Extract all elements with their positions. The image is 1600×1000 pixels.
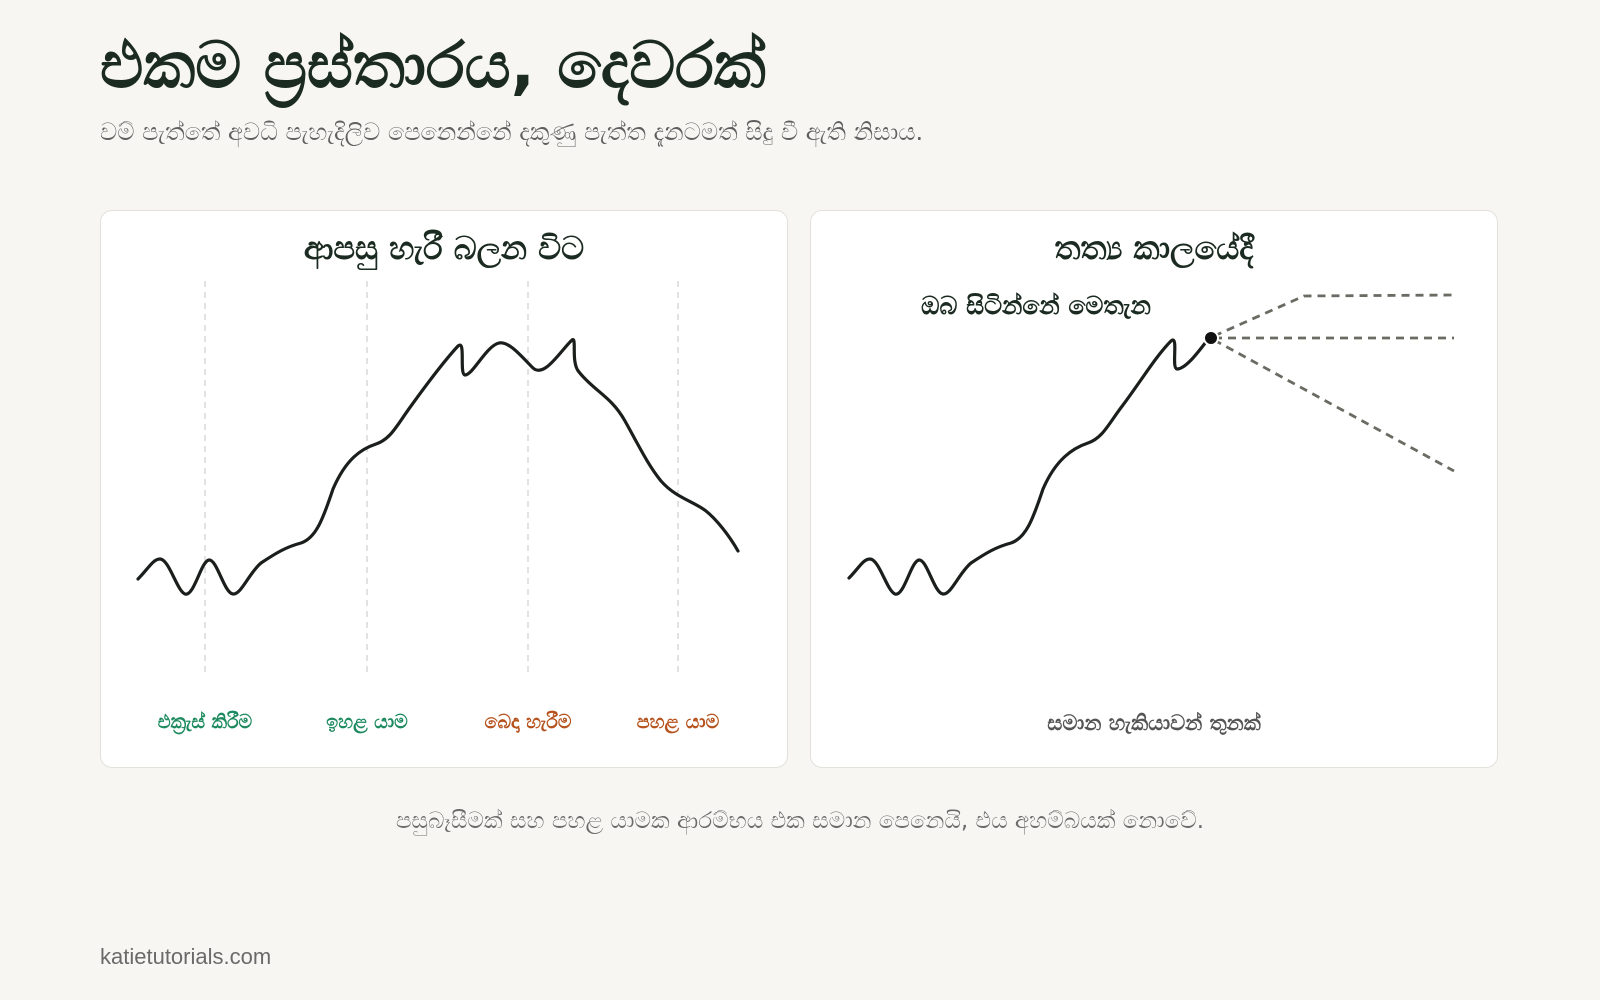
future-path-down bbox=[1213, 338, 1455, 473]
possibilities-label: සමාන හැකියාවන් තුනක් bbox=[1047, 711, 1261, 735]
phase-label-distribution: බෙදා හැරීම bbox=[484, 711, 572, 733]
price-path-full-cycle bbox=[136, 338, 740, 596]
you-are-here-label: ඔබ සිටින්නේ මෙතැන bbox=[921, 291, 1151, 320]
realtime-panel: තත්‍ය කාලයේදී ඔබ සිටින්නේ මෙතැන සමාන හැක… bbox=[810, 210, 1498, 768]
hindsight-panel: ආපසු හැරී බලන විට එක්‍රැස් කිරීම ඉහළ යාම… bbox=[100, 210, 788, 768]
page-subtitle: වම් පැත්තේ අවධි පැහැදිලිව පෙනෙන්නේ දකුණු… bbox=[100, 118, 924, 146]
phase-label-markdown: පහළ යාම bbox=[636, 711, 720, 733]
price-path-partial bbox=[847, 336, 1211, 596]
phase-label-markup: ඉහළ යාම bbox=[326, 711, 408, 733]
hindsight-panel-title: ආපසු හැරී බලන විට bbox=[303, 229, 585, 267]
caption: පසුබෑසීමක් සහ පහළ යාමක ආරම්භය එක සමාන පෙ… bbox=[395, 808, 1205, 834]
realtime-panel-title: තත්‍ය කාලයේදී bbox=[1054, 229, 1254, 267]
realtime-chart bbox=[847, 293, 1455, 596]
you-are-here-marker bbox=[1203, 330, 1219, 346]
future-path-up bbox=[1213, 293, 1455, 338]
phase-label-accumulation: එක්‍රැස් කිරීම bbox=[157, 711, 253, 733]
hindsight-chart bbox=[136, 281, 740, 676]
footer-brand: katietutorials.com bbox=[100, 944, 272, 969]
page-title: එකම ප්‍රස්තාරය, දෙවරක් bbox=[100, 29, 766, 103]
